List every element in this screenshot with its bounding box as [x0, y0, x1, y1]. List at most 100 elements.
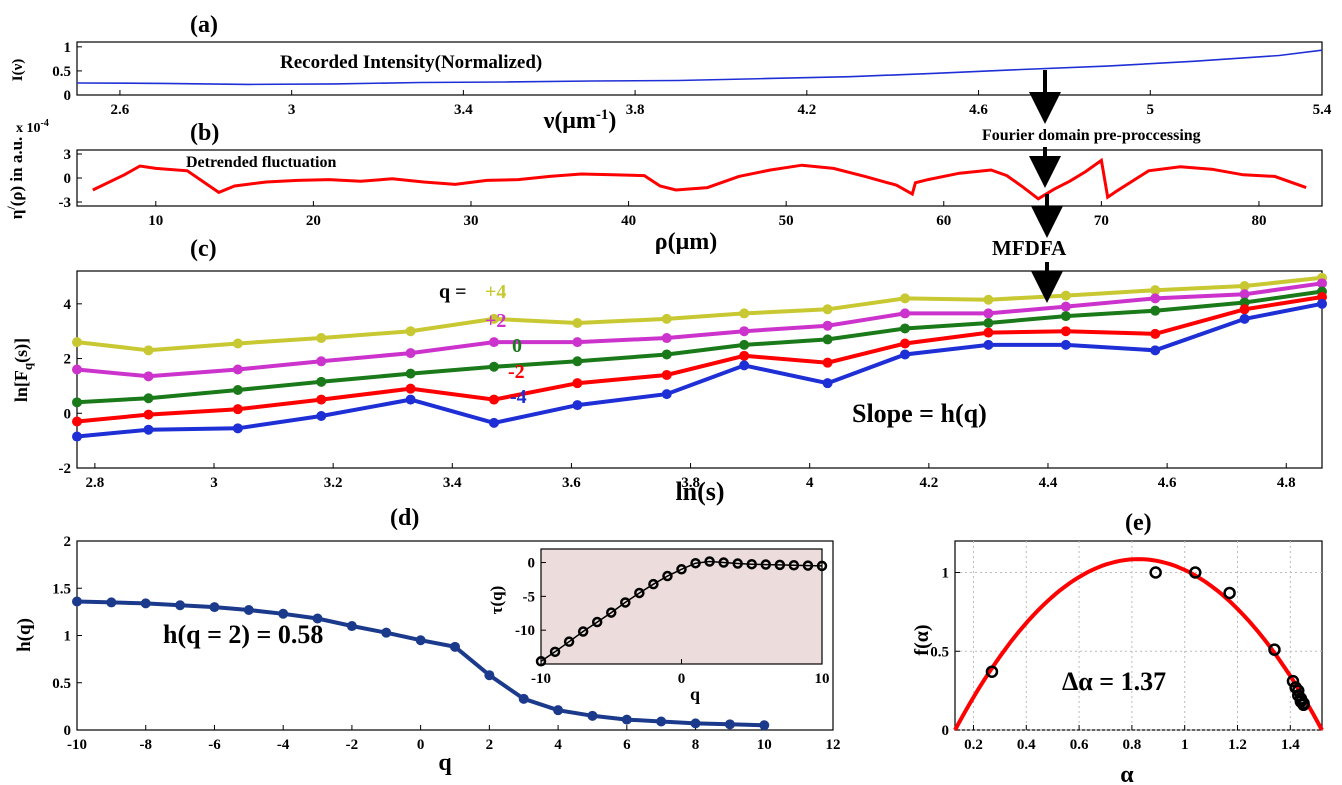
y-tick-label: 0	[64, 723, 72, 739]
detrended-label: Detrended fluctuation	[186, 154, 336, 171]
series-point-q+2	[143, 371, 154, 382]
series-point-q-2	[822, 357, 833, 368]
spectrum-point	[1149, 566, 1162, 579]
series-point-q-4	[488, 417, 499, 428]
hq-point	[243, 604, 254, 615]
fluctuation-line	[92, 157, 1307, 201]
hq-point	[621, 714, 632, 725]
panel-c-ylabel: ln[Fq(s)]	[11, 338, 35, 402]
panel-e-spectrum-plot: 0.2 0.4 0.6 0.8 1 1.2 1.4 0 0.5 1 α f(α)	[911, 540, 1324, 785]
series-point-q+4	[488, 313, 499, 324]
x-tick-label: 3.6	[562, 475, 581, 491]
series-point-q0	[983, 317, 994, 328]
hq2-label: h(q = 2) = 0.58	[163, 620, 323, 649]
tau-point	[774, 559, 786, 571]
hq-point	[415, 635, 426, 646]
tau-point	[788, 559, 800, 571]
x-tick-label: 10	[757, 737, 772, 753]
series-point-q+4	[1150, 285, 1161, 296]
tau-point	[704, 556, 715, 567]
x-tick-label: 3.4	[454, 102, 473, 118]
x-tick-label: 4.6	[1158, 475, 1177, 491]
series-label-q+4: +4	[485, 281, 506, 303]
x-tick-label: 80	[1251, 213, 1266, 229]
dalpha-label: Δα = 1.37	[1062, 667, 1166, 696]
spectrum-fit-curve	[953, 557, 1324, 731]
series-point-q-2	[72, 416, 82, 427]
series-point-q-2	[739, 350, 750, 361]
series-point-q+2	[1060, 301, 1071, 312]
panel-c-label: (c)	[190, 236, 217, 262]
series-line-q-2	[76, 295, 1323, 424]
flow-arrows	[1029, 70, 1063, 303]
panel-b-ylabel: η/(ρ) in a.u.	[4, 137, 26, 220]
hq-point	[553, 705, 564, 716]
series-point-q0	[488, 361, 499, 372]
y-tick-label: -2	[59, 461, 72, 477]
series-point-q+2	[1150, 293, 1161, 304]
series-point-q0	[1060, 311, 1071, 322]
series-point-q+4	[143, 345, 154, 356]
series-point-q0	[232, 385, 243, 396]
scale-factor-label: x 10-4	[16, 118, 49, 136]
hq-point	[450, 641, 460, 652]
series-point-q-4	[1060, 339, 1071, 350]
tau-point	[549, 646, 561, 658]
spectrum-point	[1189, 566, 1202, 579]
series-point-q-2	[488, 394, 499, 405]
series-point-q-4	[739, 360, 750, 371]
x-tick-label: 0.6	[1070, 737, 1089, 753]
spectrum-point	[1286, 674, 1300, 688]
series-line-q0	[76, 289, 1323, 405]
fourier-label: Fourier domain pre-proccessing	[982, 127, 1201, 144]
x-tick-label: 70	[1094, 213, 1109, 229]
hq-point	[312, 613, 323, 624]
series-point-q0	[72, 397, 82, 408]
hq-point	[759, 720, 770, 731]
series-point-q+4	[900, 293, 911, 304]
series-point-q-2	[405, 383, 416, 394]
panel-a-ylabel: I(ν)	[10, 59, 26, 82]
hq-point	[381, 627, 392, 638]
panel-c-mfdfa-plot: 2.8 3 3.2 3.4 3.6 3.8 4 4.2 4.4 4.6 4.8 -2 0 2 4 +4 +2 0 -…	[11, 270, 1327, 506]
x-tick-label: 12	[826, 737, 841, 753]
hq-point	[175, 600, 186, 611]
series-point-q+4	[661, 313, 672, 324]
y-tick-label: 1	[64, 629, 72, 645]
series-point-q-4	[72, 431, 82, 442]
series-point-q+4	[739, 308, 750, 319]
series-point-q0	[143, 393, 154, 404]
tau-point	[690, 557, 701, 569]
hq-point	[346, 621, 357, 632]
x-tick-label: 5	[1147, 102, 1155, 118]
x-tick-label: 3	[288, 102, 296, 118]
series-point-q+2	[405, 348, 416, 359]
series-point-q-2	[572, 378, 583, 389]
panel-e-ylabel: f(α)	[911, 624, 933, 655]
x-tick-label: 40	[621, 213, 636, 229]
panel-e-xlabel: α	[1120, 762, 1134, 785]
series-point-q+2	[900, 308, 911, 319]
series-point-q-2	[1150, 328, 1161, 339]
x-tick-label: 4.2	[797, 102, 816, 118]
y-tick-label: 0	[528, 556, 536, 572]
y-tick-label: 0	[64, 406, 72, 422]
series-point-q-4	[1317, 298, 1327, 309]
y-tick-label: 1	[942, 566, 950, 582]
series-point-q0	[1239, 297, 1250, 308]
x-tick-label: 2.8	[85, 475, 104, 491]
series-point-q-4	[1239, 313, 1250, 324]
series-point-q-4	[983, 339, 994, 350]
panel-a-intensity-plot: 2.6 3 3.4 3.8 4.2 4.6 5 5.4 0 0.5 1 ν(μm-1) I(ν)	[10, 40, 1332, 134]
x-tick-label: 4.4	[1039, 475, 1058, 491]
x-tick-label: 0.4	[1017, 737, 1036, 753]
x-tick-label: 50	[779, 213, 794, 229]
series-point-q-2	[1239, 304, 1250, 315]
x-tick-label: 0.8	[1123, 737, 1142, 753]
recorded-intensity-label: Recorded Intensity(Normalized)	[280, 52, 542, 73]
series-point-q+2	[983, 308, 994, 319]
series-point-q0	[900, 323, 911, 334]
panel-a-xlabel: ν(μm-1)	[543, 107, 617, 134]
